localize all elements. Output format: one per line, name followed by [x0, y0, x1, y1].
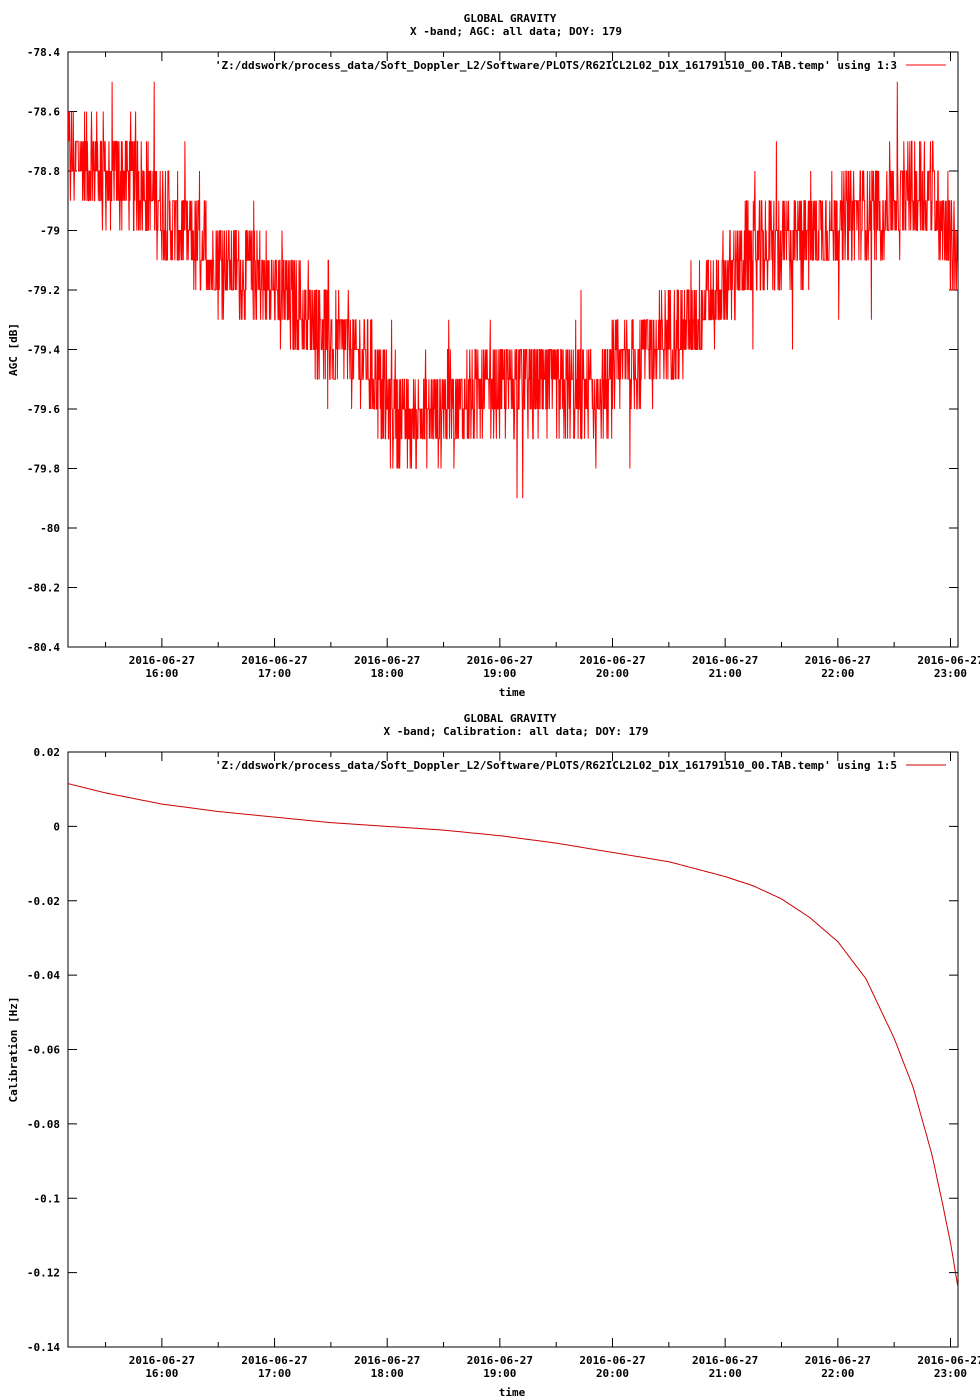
y-axis-label: AGC [dB]: [7, 323, 20, 376]
y-tick-label: -0.14: [27, 1341, 60, 1354]
y-tick-label: 0.02: [34, 746, 61, 759]
x-tick-label-time: 20:00: [596, 1367, 629, 1380]
y-tick-label: -79.2: [27, 284, 60, 297]
y-tick-label: -79.8: [27, 463, 60, 476]
series-line: [68, 783, 958, 1288]
y-tick-label: -0.12: [27, 1267, 60, 1280]
y-axis-label: Calibration [Hz]: [7, 997, 20, 1103]
y-tick-label: -80: [40, 522, 60, 535]
legend: 'Z:/ddswork/process_data/Soft_Doppler_L2…: [215, 759, 946, 772]
y-tick-label: 0: [53, 820, 60, 833]
x-tick-label-date: 2016-06-27: [467, 1354, 533, 1367]
x-tick-label-date: 2016-06-27: [467, 654, 533, 667]
x-axis-label: time: [499, 1386, 526, 1399]
y-tick-label: -0.02: [27, 895, 60, 908]
x-tick-label-time: 23:00: [934, 667, 967, 680]
y-tick-label: -80.2: [27, 582, 60, 595]
x-tick-label-date: 2016-06-27: [129, 654, 195, 667]
x-tick-label-time: 21:00: [709, 1367, 742, 1380]
y-tick-label: -78.8: [27, 165, 60, 178]
x-tick-label-time: 21:00: [709, 667, 742, 680]
x-tick-label-date: 2016-06-27: [354, 654, 420, 667]
x-tick-label-date: 2016-06-27: [354, 1354, 420, 1367]
y-tick-label: -79.6: [27, 403, 60, 416]
legend-label: 'Z:/ddswork/process_data/Soft_Doppler_L2…: [215, 59, 897, 72]
x-tick-label-date: 2016-06-27: [692, 1354, 758, 1367]
chart-subtitle: X -band; Calibration: all data; DOY: 179: [384, 725, 649, 738]
x-tick-label-time: 19:00: [483, 1367, 516, 1380]
chart-title: GLOBAL GRAVITY: [464, 12, 557, 25]
series-line: [68, 81, 958, 499]
legend: 'Z:/ddswork/process_data/Soft_Doppler_L2…: [215, 59, 946, 72]
y-tick-label: -78.6: [27, 106, 60, 119]
y-tick-label: -78.4: [27, 46, 60, 59]
x-tick-label-time: 22:00: [821, 1367, 854, 1380]
y-tick-label: -79.4: [27, 344, 60, 357]
y-tick-label: -0.08: [27, 1118, 60, 1131]
y-tick-label: -0.06: [27, 1044, 60, 1057]
plot-frame: [67, 751, 959, 1348]
y-tick-label: -80.4: [27, 641, 60, 654]
x-tick-label-date: 2016-06-27: [579, 654, 645, 667]
y-tick-label: -0.1: [34, 1192, 61, 1205]
x-tick-label-time: 22:00: [821, 667, 854, 680]
x-tick-label-date: 2016-06-27: [805, 1354, 871, 1367]
y-tick-label: -79: [40, 225, 60, 238]
y-tick-label: -0.04: [27, 969, 60, 982]
x-tick-label-time: 20:00: [596, 667, 629, 680]
x-tick-label-date: 2016-06-27: [241, 654, 307, 667]
x-tick-label-date: 2016-06-27: [805, 654, 871, 667]
x-tick-label-time: 17:00: [258, 667, 291, 680]
plot-frame: [67, 51, 959, 648]
x-tick-label-time: 16:00: [145, 1367, 178, 1380]
x-tick-label-time: 18:00: [371, 1367, 404, 1380]
x-tick-label-time: 16:00: [145, 667, 178, 680]
legend-label: 'Z:/ddswork/process_data/Soft_Doppler_L2…: [215, 759, 897, 772]
chart-subtitle: X -band; AGC: all data; DOY: 179: [410, 25, 622, 38]
x-tick-label-time: 19:00: [483, 667, 516, 680]
x-tick-label-date: 2016-06-27: [692, 654, 758, 667]
chart-title: GLOBAL GRAVITY: [464, 712, 557, 725]
x-tick-label-date: 2016-06-27: [129, 1354, 195, 1367]
x-tick-label-date: 2016-06-27: [917, 1354, 980, 1367]
x-tick-label-date: 2016-06-27: [241, 1354, 307, 1367]
x-tick-label-time: 18:00: [371, 667, 404, 680]
x-axis-label: time: [499, 686, 526, 699]
x-tick-label-date: 2016-06-27: [917, 654, 980, 667]
x-tick-label-time: 17:00: [258, 1367, 291, 1380]
x-tick-label-time: 23:00: [934, 1367, 967, 1380]
x-tick-label-date: 2016-06-27: [579, 1354, 645, 1367]
